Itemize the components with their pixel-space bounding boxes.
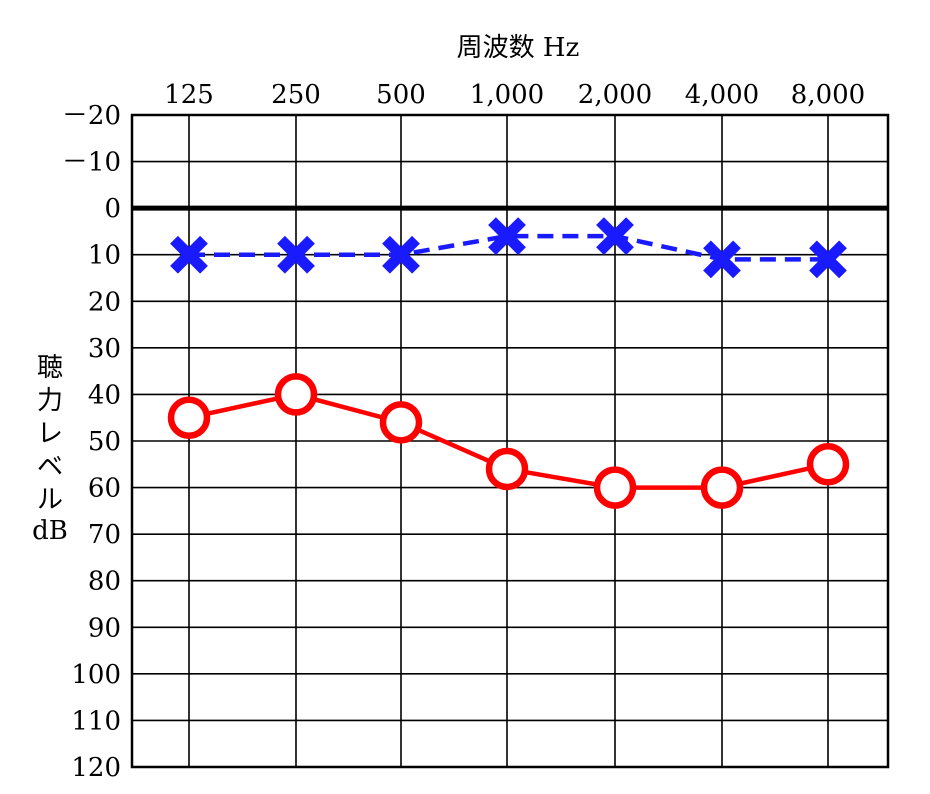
x-marker (488, 217, 526, 255)
x-marker (596, 217, 634, 255)
y-axis-label-part: ベ (37, 452, 63, 482)
x-tick-label: 1,000 (470, 80, 544, 110)
x-marker (809, 240, 847, 279)
plot-frame (130, 113, 890, 769)
y-tick-labels: －20 －10 0 10 20 30 40 50 60 70 80 90 100 110 120 (62, 101, 121, 783)
x-marker (382, 235, 420, 274)
x-tick-labels: 125 250 500 1,000 2,000 4,000 8,000 (164, 80, 865, 110)
y-tick-label: 10 (88, 241, 121, 271)
circle-marker (274, 373, 318, 416)
y-tick-label: 0 (104, 194, 121, 224)
x-tick-label: 500 (376, 80, 426, 110)
y-tick-label: －20 (62, 101, 121, 131)
chart-title: 周波数 Hz (457, 33, 580, 63)
y-tick-label: 100 (71, 660, 121, 690)
circle-marker (593, 466, 637, 509)
circle-marker (485, 447, 529, 491)
x-marker (170, 235, 208, 274)
y-axis-label-part: 聴 (37, 353, 63, 383)
y-axis-label-part: ル (37, 485, 63, 515)
y-tick-label: 110 (71, 706, 121, 736)
y-tick-label: －10 (62, 148, 121, 178)
grid (130, 113, 890, 769)
y-axis-label-part: dB (32, 516, 68, 546)
y-tick-label: 90 (88, 613, 121, 643)
x-marker (277, 235, 315, 274)
circle-marker (700, 466, 744, 509)
series-layer (167, 217, 850, 509)
y-tick-label: 120 (71, 753, 121, 783)
x-tick-label: 250 (271, 80, 321, 110)
x-marker (703, 240, 741, 279)
y-axis-label-part: 力 (37, 386, 63, 416)
circle-marker (379, 401, 423, 444)
x-tick-label: 2,000 (578, 80, 652, 110)
x-tick-label: 8,000 (791, 80, 865, 110)
y-tick-label: 50 (88, 427, 121, 457)
y-tick-label: 70 (88, 520, 121, 550)
y-tick-label: 40 (88, 380, 121, 410)
y-tick-label: 20 (88, 287, 121, 317)
y-tick-label: 60 (88, 474, 121, 504)
circle-marker (167, 396, 211, 439)
circle-marker (806, 443, 850, 486)
x-tick-label: 125 (164, 80, 214, 110)
y-axis-label-part: レ (37, 419, 63, 449)
y-tick-label: 80 (88, 567, 121, 597)
x-tick-label: 4,000 (685, 80, 759, 110)
y-tick-label: 30 (88, 334, 121, 364)
